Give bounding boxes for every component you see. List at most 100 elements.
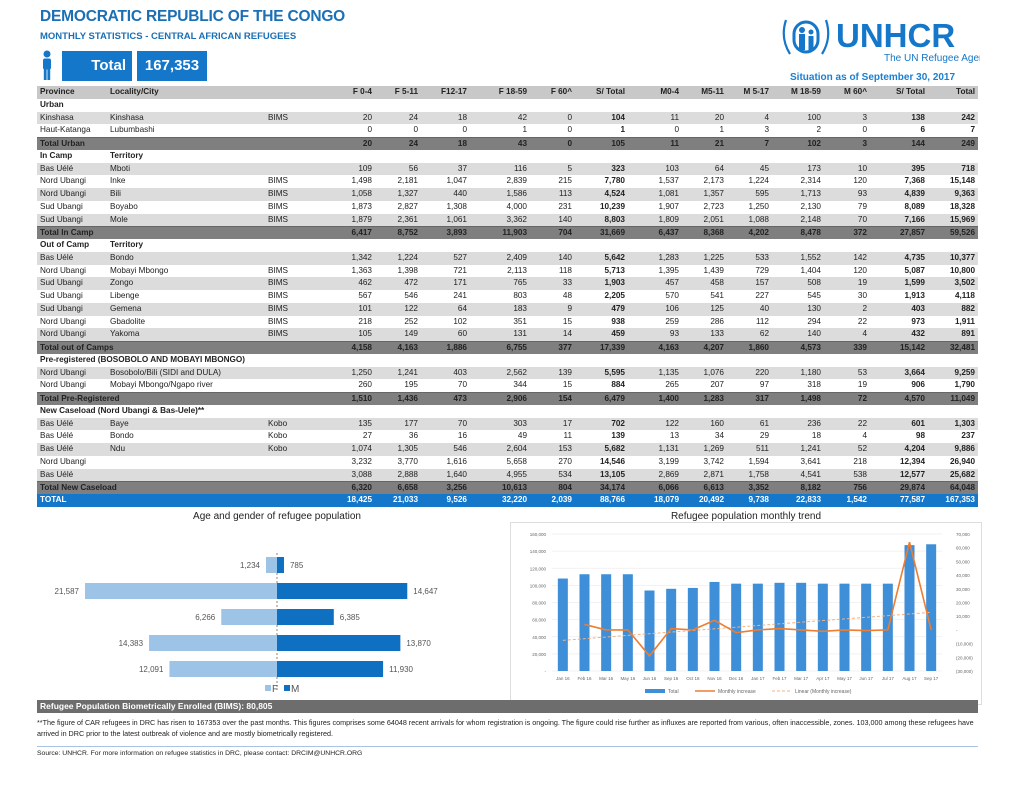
cell-value: 173 [807,163,821,173]
total-value: 167,353 [137,51,207,81]
label-male: 6,385 [340,613,361,622]
cell-value: 1,081 [658,189,680,198]
cell-value: 120 [853,265,867,275]
cell-value: 43 [517,139,527,148]
cell-value: 2,869 [658,469,680,479]
cell-registration: BIMS [268,112,289,122]
cell-value: 1,305 [397,444,419,453]
cell-value: 765 [513,278,527,288]
cell-province: Nord Ubangi [40,265,86,275]
cell-value: 25,682 [949,469,975,479]
cell-province: Urban [40,99,64,109]
label-female: 1,234 [240,561,261,570]
cell-value: 595 [755,189,769,198]
cell-value: 1,873 [351,201,373,211]
cell-value: 93 [857,189,867,198]
cell-value: 1,241 [397,367,419,377]
cell-locality: Kinshasa [110,112,144,122]
cell-value: 10,377 [949,252,975,262]
cell-value: 18,328 [949,201,975,211]
table-row: Bas Uélé Bondo 1,342 1,224 527 2,409 140 5,642 1… [37,251,978,265]
cell-value: 1,363 [351,265,373,275]
cell-province: Nord Ubangi [40,367,86,377]
cell-province: Bas Uélé [40,163,74,173]
cell-value: 721 [453,265,467,275]
cell-value: 1,903 [604,278,626,288]
cell-locality: Bondo [110,252,134,262]
cell-locality: Mobayi Mbongo [110,265,169,275]
cell-value: 2,827 [397,201,419,211]
pyramid-chart-title: Age and gender of refugee population [193,511,361,522]
cell-value: 22,833 [795,495,821,504]
legend-swatch-total [645,689,665,693]
age-gender-pyramid-chart: 1,234 21,587 6,266 14,383 12,091 785 14,647 6,3… [55,553,438,695]
cell-value: 112 [755,316,769,326]
cell-value: 237 [961,431,975,441]
cell-value: 16 [457,431,467,441]
cell-value: 37 [457,163,467,173]
cell-province: New Caseload (Nord Ubangi & Bas-Uele)** [40,405,205,415]
cell-value: 3,352 [748,483,770,493]
cell-registration: BIMS [268,278,289,288]
cell-value: 70 [857,214,867,224]
subtotal-row: Total Urban 20 24 18 43 0 105 11 21 7 102 3 144 249 [37,137,978,150]
cell-registration: Kobo [268,444,288,453]
cell-province: Bas Uélé [40,252,74,262]
cell-value: 5,682 [604,444,626,453]
x-tick: Mar 16 [599,676,614,681]
cell-value: 105 [611,139,625,148]
cell-value: 5,658 [506,456,528,466]
cell-value: 4,524 [604,189,626,198]
cell-value: 1,088 [748,214,770,224]
cell-value: 4 [764,112,769,122]
cell-value: 10,613 [501,483,527,493]
cell-province: Total Pre-Registered [40,394,120,403]
cell-value: 2,361 [397,214,419,224]
cell-value: 10,239 [599,201,625,211]
cell-value: 2,051 [703,214,725,224]
cell-value: 351 [513,316,527,326]
legend-swatch-female [265,685,271,691]
y-left-tick: 160,000 [530,532,547,537]
cell-locality: Lubumbashi [110,125,155,135]
cell-value: 882 [961,303,975,313]
cell-value: 2,409 [506,252,528,262]
x-tick: Jul 17 [882,676,895,681]
cell-value: 8,089 [904,201,926,211]
cell-value: 1,809 [658,214,680,224]
table-row: Bas Uélé 3,088 2,888 1,640 4,955 534 13,105 2,8… [37,468,978,482]
cell-value: 7,368 [904,176,926,186]
cell-locality: Locality/City [110,87,159,96]
cell-value: 4,570 [904,394,926,403]
bar-total [926,544,937,671]
cell-value: 45 [759,163,769,173]
cell-value: 6,066 [658,483,680,493]
cell-value: 24 [408,139,418,148]
cell-value: 97 [759,380,769,390]
cell-value: 1,886 [446,343,468,352]
cell-locality: Bili [110,189,121,198]
cell-value: 1,303 [954,418,976,428]
cell-value: 12,577 [899,469,925,479]
cell-value: 140 [807,329,821,339]
cell-value: 2 [862,303,867,313]
page-subtitle: MONTHLY STATISTICS - CENTRAL AFRICAN REF… [40,31,297,42]
table-row: Nord Ubangi 3,232 3,770 1,616 5,658 270 14,546… [37,455,978,469]
y-right-tick: 40,000 [956,573,970,578]
label-male: 785 [290,561,304,570]
cell-value: 1,250 [351,367,373,377]
cell-value: 1,395 [658,265,680,275]
cell-value: 2,039 [551,495,573,504]
cell-value: 884 [611,380,625,390]
bar-male [277,609,334,625]
cell-locality: Libenge [110,291,140,300]
unhcr-logo: UNHCR The UN Refugee Agency [782,17,980,64]
cell-value: 49 [517,431,527,441]
cell-value: 2,888 [397,469,419,479]
bar-total [709,581,720,671]
cell-value: 1,283 [658,252,680,262]
cell-value: 1,180 [800,367,822,377]
cell-value: 20 [362,139,372,148]
cell-value: 5,595 [604,367,626,377]
cell-value: 20 [362,112,372,122]
